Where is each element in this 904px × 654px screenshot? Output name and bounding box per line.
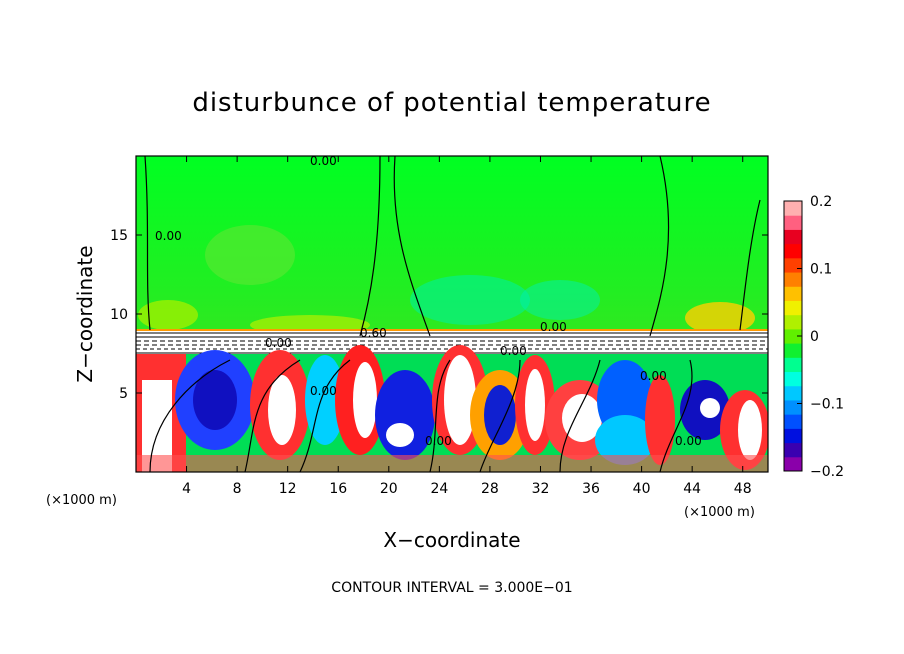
y-tick-label: 10 — [110, 307, 128, 323]
colorbar-swatch — [784, 428, 802, 444]
field-patch — [685, 302, 755, 334]
x-tick-label: 8 — [233, 481, 242, 497]
x-tick-label: 24 — [430, 481, 448, 497]
colorbar-swatch — [784, 456, 802, 472]
contour-label: 0.00 — [675, 434, 702, 448]
colorbar-swatch — [784, 201, 802, 216]
x-tick-label: 44 — [683, 481, 701, 497]
x-tick-label: 20 — [380, 481, 398, 497]
x-tick-label: 36 — [582, 481, 600, 497]
chart-title: disturbunce of potential temperature — [192, 88, 711, 118]
x-unit-left: (×1000 m) — [46, 493, 117, 508]
eddies — [136, 345, 768, 472]
colorbar-swatch — [784, 343, 802, 358]
y-tick-label: 5 — [119, 386, 128, 402]
x-tick-label: 48 — [734, 481, 752, 497]
colorbar-swatch — [784, 286, 802, 301]
colorbar-tick-label: 0 — [810, 329, 819, 345]
x-tick-label: 12 — [279, 481, 297, 497]
contour-label: 0.00 — [310, 154, 337, 168]
colorbar-swatch — [784, 272, 802, 287]
field-patch — [138, 300, 198, 330]
x-tick-label: 32 — [532, 481, 550, 497]
x-tick-label: 28 — [481, 481, 499, 497]
x-tick-label: 16 — [329, 481, 347, 497]
x-axis-label: X−coordinate — [383, 528, 520, 552]
colorbar-tick-label: −0.2 — [810, 464, 844, 480]
colorbar-swatch — [784, 314, 802, 330]
contour-label: 0.00 — [640, 369, 667, 383]
colorbar — [784, 201, 802, 472]
x-tick-label: 4 — [182, 481, 191, 497]
colorbar-swatch — [784, 442, 802, 458]
colorbar-swatch — [784, 357, 802, 373]
colorbar-swatch — [784, 257, 802, 273]
colorbar-swatch — [784, 243, 802, 259]
contour-value-labels: 0.00 0.00 0.60 0.00 0.00 0.00 0.00 0.00 … — [155, 154, 702, 448]
colorbar-ticks: 0.2 0.1 0 −0.1 −0.2 — [797, 194, 844, 480]
x-ticks: 4 8 12 16 20 24 28 32 36 40 44 48 — [182, 156, 752, 497]
colorbar-swatch — [784, 414, 802, 429]
colorbar-swatch — [784, 215, 802, 230]
colorbar-swatch — [784, 371, 802, 387]
contour-label: 0.00 — [155, 229, 182, 243]
contour-lines — [144, 156, 761, 472]
colorbar-tick-label: −0.1 — [810, 397, 844, 413]
colorbar-swatch — [784, 385, 802, 401]
colorbar-swatch — [784, 328, 802, 344]
field-patch — [520, 280, 600, 320]
colorbar-tick-label: 0.2 — [810, 194, 832, 210]
plot-area: 0.00 0.00 0.60 0.00 0.00 0.00 0.00 0.00 … — [136, 154, 768, 472]
y-axis-label: Z−coordinate — [73, 245, 97, 382]
colorbar-swatch — [784, 399, 802, 415]
field-patch — [410, 275, 530, 325]
y-tick-label: 15 — [110, 228, 128, 244]
contour-label: 0.60 — [360, 326, 387, 340]
colorbar-swatch — [784, 229, 802, 245]
contour-label: 0.00 — [425, 434, 452, 448]
contour-label: 0.00 — [310, 384, 337, 398]
contour-label: 0.00 — [265, 336, 292, 350]
field-patch — [205, 225, 295, 285]
x-unit-right: (×1000 m) — [684, 505, 755, 520]
colorbar-swatch — [784, 300, 802, 316]
colorbar-tick-label: 0.1 — [810, 262, 832, 278]
contour-label: 0.00 — [500, 344, 527, 358]
contour-interval-footer: CONTOUR INTERVAL = 3.000E−01 — [331, 580, 572, 596]
y-ticks: 5 10 15 — [110, 228, 768, 402]
x-tick-label: 40 — [633, 481, 651, 497]
contour-label: 0.00 — [540, 320, 567, 334]
interface-line-orange — [136, 329, 768, 331]
